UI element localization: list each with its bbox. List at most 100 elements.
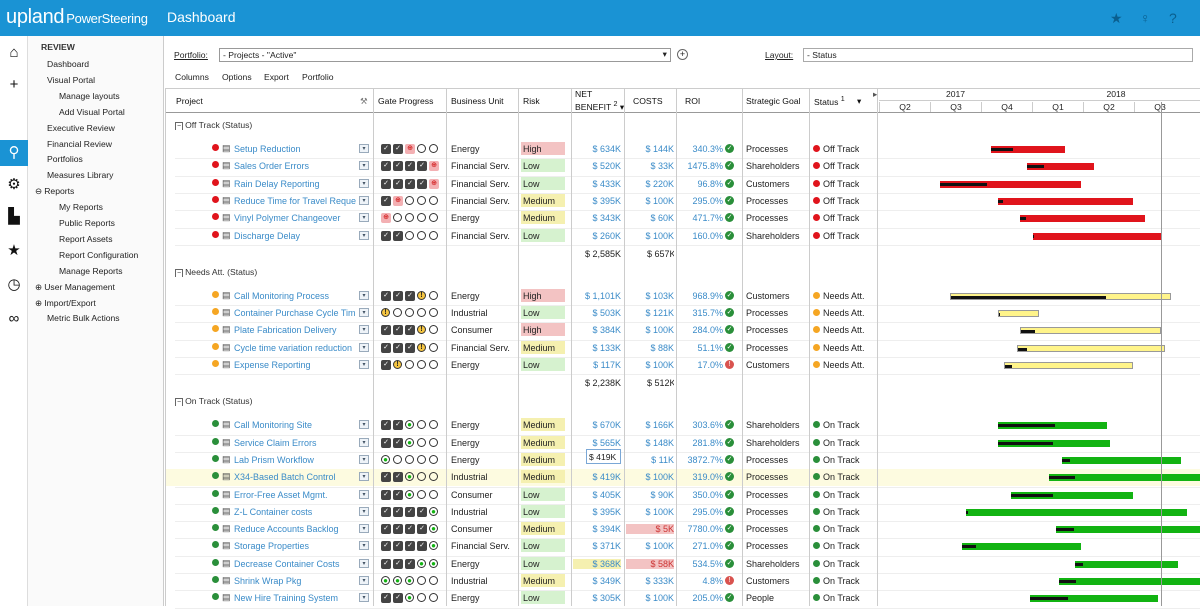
gantt-bar[interactable]	[1020, 215, 1146, 223]
col-business-unit[interactable]: Business Unit	[451, 96, 504, 106]
table-row[interactable]: ▤ Storage Properties ▾ ✓ ✓ ✓ ✓ ● Financial Serv.…	[165, 538, 1200, 555]
nav-item[interactable]: Financial Review	[47, 139, 112, 149]
collapse-toggle-icon[interactable]: −	[175, 268, 184, 277]
nav-item[interactable]: Manage Reports	[59, 266, 123, 276]
table-row[interactable]: ▤ Vinyl Polymer Changeover ▾ ⊕ Energy Medium $…	[165, 210, 1200, 227]
nav-item[interactable]: ⊕ User Management	[35, 282, 115, 293]
project-name-link[interactable]: Call Monitoring Site	[234, 420, 313, 431]
gantt-bar[interactable]	[949, 292, 1172, 300]
col-roi[interactable]: ROI	[685, 96, 701, 106]
col-costs[interactable]: COSTS	[633, 96, 663, 106]
col-net[interactable]: NET	[575, 89, 593, 99]
nav-toggle-icon[interactable]: ⊕	[35, 281, 43, 292]
gantt-bar[interactable]	[939, 180, 1082, 188]
portfolio-select[interactable]: - Projects - "Active" ▾	[219, 48, 671, 62]
project-name-link[interactable]: Container Purchase Cycle Tim	[234, 308, 356, 319]
row-menu-dropdown[interactable]: ▾	[359, 420, 369, 430]
nav-item[interactable]: Manage layouts	[59, 91, 120, 101]
collapse-toggle-icon[interactable]: −	[175, 398, 184, 407]
project-name-link[interactable]: Reduce Time for Travel Reque	[234, 195, 357, 206]
editing-cell-input[interactable]: $ 419K	[586, 449, 621, 464]
project-name-link[interactable]: Call Monitoring Process	[234, 290, 330, 301]
project-name-link[interactable]: Plate Fabrication Delivery	[234, 325, 337, 336]
row-menu-dropdown[interactable]: ▾	[359, 342, 369, 352]
table-row[interactable]: ▤ Service Claim Errors ▾ ✓ ✓ ● Energy Medium $ 5…	[165, 435, 1200, 452]
timeline-collapse-icon[interactable]: ▸	[873, 89, 878, 99]
menu-options[interactable]: Options	[222, 72, 252, 82]
project-name-link[interactable]: Shrink Wrap Pkg	[234, 576, 302, 586]
row-menu-dropdown[interactable]: ▾	[359, 308, 369, 318]
gantt-bar[interactable]	[991, 146, 1066, 153]
nav-item[interactable]: Report Configuration	[59, 250, 138, 260]
row-menu-dropdown[interactable]: ▾	[359, 437, 369, 447]
col-strategic-goal[interactable]: Strategic Goal	[746, 96, 801, 106]
add-portfolio-icon[interactable]: +	[677, 49, 688, 60]
favorites-icon[interactable]: ★	[7, 242, 21, 259]
table-row[interactable]: ▤ Setup Reduction ▾ ✓ ✓ ⊕ Energy High $ 634K $ 14…	[165, 141, 1200, 158]
project-name-link[interactable]: Reduce Accounts Backlog	[234, 524, 339, 535]
table-row[interactable]: ▤Lab Prism Workflow ▾ ● Energy Medium $ 419K $…	[165, 452, 1200, 469]
chart-icon[interactable]: ▙	[8, 208, 20, 225]
wrench-icon[interactable]: ⚒	[360, 96, 368, 106]
col-risk[interactable]: Risk	[523, 96, 540, 106]
table-row[interactable]: ▤ Reduce Time for Travel Reque ▾ ✓ ⊕ Financia…	[165, 193, 1200, 210]
project-name-link[interactable]: Decrease Container Costs	[234, 558, 340, 569]
settings-gear-icon[interactable]: ⚙	[7, 176, 21, 193]
row-menu-dropdown[interactable]: ▾	[359, 558, 369, 568]
gantt-bar[interactable]	[997, 439, 1111, 447]
history-icon[interactable]: ◷	[7, 276, 21, 293]
help-icon[interactable]: ?	[1169, 10, 1177, 26]
gantt-bar[interactable]	[1010, 491, 1133, 499]
upland-logo[interactable]: upland PowerSteering	[6, 6, 148, 28]
project-name-link[interactable]: Error-Free Asset Mgmt.	[234, 489, 328, 500]
row-menu-dropdown[interactable]: ▾	[359, 178, 369, 188]
table-row[interactable]: ▤ Z-L Container costs ▾ ✓ ✓ ✓ ✓ ● Industrial Low $…	[165, 504, 1200, 521]
menu-portfolio[interactable]: Portfolio	[302, 72, 334, 82]
lightbulb-icon[interactable]: ♀	[1140, 10, 1151, 26]
gantt-bar[interactable]	[1055, 526, 1200, 534]
project-name-link[interactable]: Sales Order Errors	[234, 161, 310, 172]
table-row[interactable]: ▤ Decrease Container Costs ▾ ✓ ✓ ✓ ● ● Energy Low…	[165, 556, 1200, 573]
group-header[interactable]: − On Track (Status)	[175, 396, 252, 407]
project-name-link[interactable]: Rain Delay Reporting	[234, 178, 320, 189]
gantt-bar[interactable]	[1020, 327, 1162, 335]
row-menu-dropdown[interactable]: ▾	[359, 290, 369, 300]
col-gate-progress[interactable]: Gate Progress	[378, 96, 434, 106]
row-menu-dropdown[interactable]: ▾	[359, 593, 369, 603]
row-menu-dropdown[interactable]: ▾	[359, 524, 369, 534]
table-row[interactable]: ▤ X34-Based Batch Control ▾ ✓ ✓ ● Industrial Me…	[165, 469, 1200, 487]
table-row[interactable]: ▤ Shrink Wrap Pkg ▾ ● ● ● Industrial Medium $ 34…	[165, 573, 1200, 590]
gantt-bar[interactable]	[965, 508, 1188, 516]
nav-item[interactable]: Metric Bulk Actions	[47, 313, 120, 323]
gantt-bar[interactable]	[1061, 456, 1181, 464]
group-header[interactable]: − Needs Att. (Status)	[175, 267, 257, 277]
row-menu-dropdown[interactable]: ▾	[359, 213, 369, 223]
table-row[interactable]: ▤ Container Purchase Cycle Tim ▾! Industria…	[165, 305, 1200, 322]
row-menu-dropdown[interactable]: ▾	[359, 144, 369, 153]
nav-item[interactable]: Add Visual Portal	[59, 107, 125, 117]
nav-item[interactable]: ⊕ Import/Export	[35, 298, 96, 309]
nav-item[interactable]: Measures Library	[47, 170, 113, 180]
project-name-link[interactable]: Service Claim Errors	[234, 437, 317, 448]
gantt-bar[interactable]	[1058, 578, 1200, 585]
nav-item[interactable]: ⊖ Reports	[35, 186, 74, 197]
gantt-bar[interactable]	[1004, 362, 1133, 369]
links-icon[interactable]: ∞	[8, 310, 20, 327]
collapse-toggle-icon[interactable]: −	[175, 122, 184, 130]
home-icon[interactable]: ⌂	[9, 44, 19, 61]
row-menu-dropdown[interactable]: ▾	[359, 161, 369, 171]
row-menu-dropdown[interactable]: ▾	[359, 541, 369, 551]
project-name-link[interactable]: Vinyl Polymer Changeover	[234, 213, 341, 224]
table-row[interactable]: ▤ Call Monitoring Process ▾ ✓ ✓ ✓! Energy High $…	[165, 288, 1200, 305]
col-project[interactable]: Project	[176, 96, 203, 106]
table-row[interactable]: ▤ New Hire Training System ▾ ✓ ✓ ● Energy Low $ …	[165, 590, 1200, 607]
project-name-link[interactable]: Discharge Delay	[234, 230, 301, 241]
review-icon[interactable]: ⚲	[8, 144, 20, 161]
nav-item[interactable]: Visual Portal	[47, 75, 95, 85]
add-icon[interactable]: +	[9, 76, 19, 93]
project-name-link[interactable]: Lab Prism Workflow	[234, 454, 314, 465]
row-menu-dropdown[interactable]: ▾	[359, 195, 369, 205]
project-name-link[interactable]: Expense Reporting	[234, 360, 311, 370]
col-status[interactable]: Status 1	[814, 95, 845, 107]
row-menu-dropdown[interactable]: ▾	[359, 489, 369, 499]
